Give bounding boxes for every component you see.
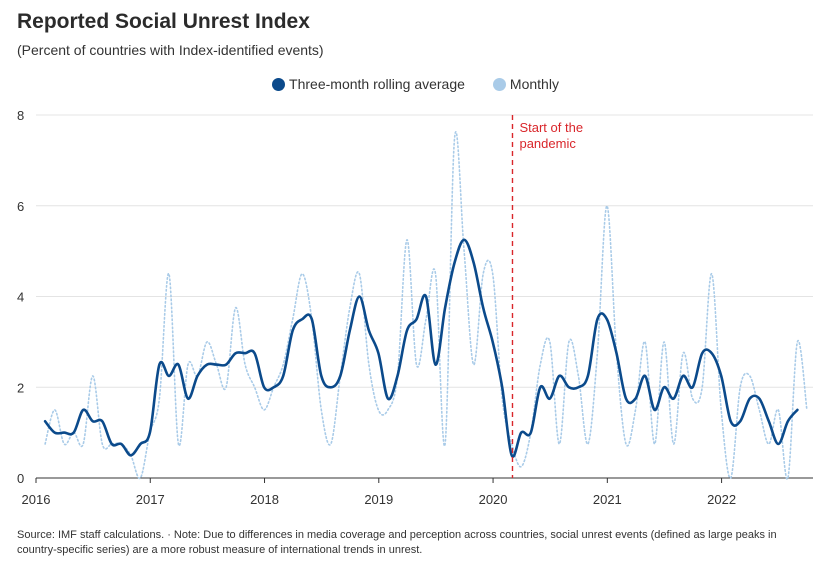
y-tick-label: 4 <box>17 290 24 305</box>
x-tick-label: 2022 <box>707 492 736 507</box>
annotation-label-line2: pandemic <box>519 136 576 151</box>
legend-dot-rolling <box>272 77 286 91</box>
x-tick-label: 2016 <box>22 492 51 507</box>
annotation-label-line1: Start of the <box>519 120 583 135</box>
chart-subtitle: (Percent of countries with Index-identif… <box>17 42 324 58</box>
y-tick-label: 0 <box>17 471 24 486</box>
line-chart: 0 2 4 6 8 2016 2017 2018 2019 2020 2021 2022 Start … <box>17 108 813 507</box>
y-tick-label: 2 <box>17 380 24 395</box>
series-line-monthly <box>44 131 808 480</box>
chart-title: Reported Social Unrest Index <box>17 10 310 33</box>
legend-item-monthly[interactable]: Monthly <box>492 76 559 92</box>
legend-label-monthly: Monthly <box>509 76 559 92</box>
legend: Three-month rolling average Monthly <box>0 76 831 92</box>
axes: 0 2 4 6 8 2016 2017 2018 2019 2020 2021 2022 <box>17 108 813 507</box>
x-tick-label: 2017 <box>136 492 165 507</box>
grid <box>36 114 813 388</box>
legend-label-rolling: Three-month rolling average <box>289 76 465 92</box>
legend-item-rolling[interactable]: Three-month rolling average <box>272 76 465 92</box>
x-tick-label: 2021 <box>593 492 622 507</box>
x-tick-label: 2018 <box>250 492 279 507</box>
legend-dot-monthly <box>492 77 506 91</box>
series-group <box>43 131 808 480</box>
x-tick-label: 2020 <box>479 492 508 507</box>
series-line-rolling-average <box>43 238 799 458</box>
y-tick-label: 8 <box>17 108 24 123</box>
footnote: Source: IMF staff calculations. · Note: … <box>17 529 777 556</box>
y-tick-label: 6 <box>17 199 24 214</box>
x-tick-label: 2019 <box>364 492 393 507</box>
